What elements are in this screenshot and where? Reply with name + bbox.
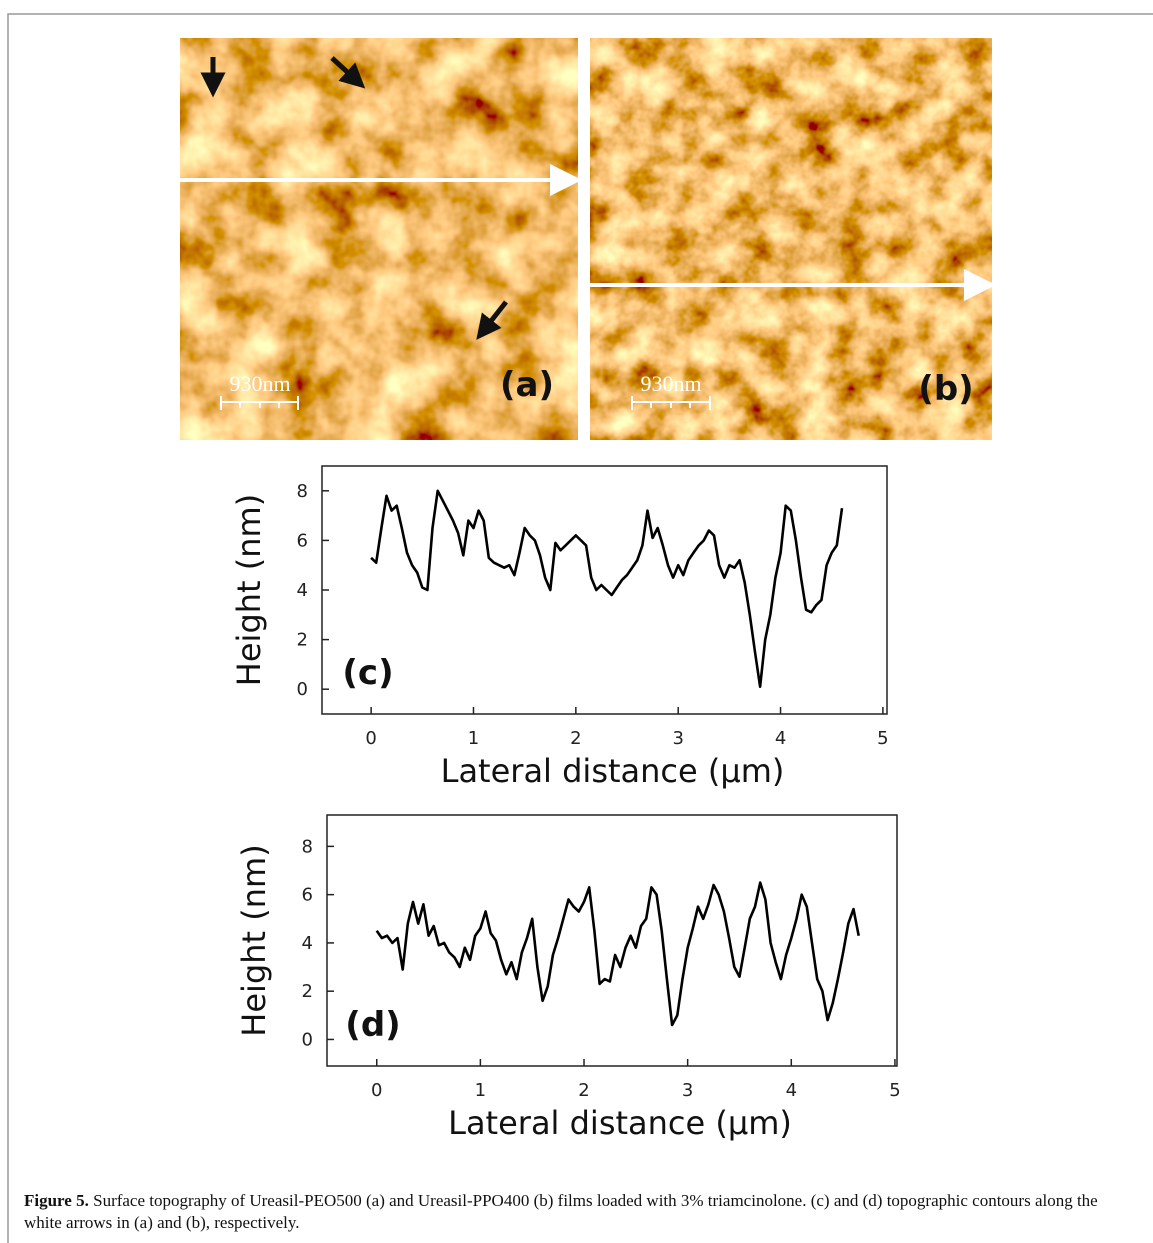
y-tick-label: 2 [302, 981, 313, 1002]
x-tick-label: 5 [877, 728, 888, 749]
caption-text: Surface topography of Ureasil-PEO500 (a)… [24, 1191, 1098, 1232]
pointer-arrow [476, 300, 508, 340]
afm-image-b: 930nm (b) [590, 38, 996, 440]
x-axis-label: Lateral distance (μm) [448, 1104, 792, 1142]
x-axis-label: Lateral distance (μm) [441, 752, 785, 790]
panel-label: (a) [500, 365, 554, 405]
profile-line [370, 489, 844, 688]
afm-texture [180, 38, 578, 440]
y-tick-label: 6 [297, 530, 308, 551]
chart: 0 1 2 3 4 5 0 2 4 6 8 Lateral distance (μm) Height (… [235, 814, 901, 1142]
x-tick-label: 2 [578, 1080, 589, 1101]
x-tick-label: 3 [672, 728, 683, 749]
y-axis-label: Height (nm) [230, 494, 268, 686]
y-tick-label: 0 [302, 1029, 313, 1050]
profile-line [375, 881, 860, 1027]
y-tick-label: 4 [302, 933, 313, 954]
afm-texture [590, 38, 992, 440]
caption: Figure 5. Surface topography of Ureasil-… [24, 1190, 1124, 1234]
frame [7, 13, 1153, 1243]
chart: 0 1 2 3 4 5 0 2 4 6 8 Lateral distance (μm) Height (… [230, 465, 889, 790]
x-tick-label: 0 [365, 728, 376, 749]
y-tick-label: 2 [297, 630, 308, 651]
x-tick-label: 1 [468, 728, 479, 749]
panel-label: (b) [918, 369, 973, 409]
scale-bar-label: 930nm [640, 371, 701, 396]
scale-bar [631, 396, 711, 410]
x-tick-label: 0 [371, 1080, 382, 1101]
afm-image-a: 930nm (a) [180, 38, 582, 440]
x-tick-label: 2 [570, 728, 581, 749]
x-tick-label: 5 [889, 1080, 900, 1101]
x-tick-label: 1 [475, 1080, 486, 1101]
y-tick-label: 0 [297, 679, 308, 700]
x-tick-label: 4 [775, 728, 786, 749]
x-tick-label: 3 [682, 1080, 693, 1101]
panel-label: (c) [342, 653, 393, 693]
panel-label: (d) [345, 1005, 400, 1045]
scale-bar-label: 930nm [229, 371, 290, 396]
plot-frame [326, 814, 898, 1067]
y-tick-label: 6 [302, 885, 313, 906]
y-tick-label: 4 [297, 580, 308, 601]
scale-bar [220, 396, 299, 410]
x-tick-label: 4 [786, 1080, 797, 1101]
pointer-arrow [330, 56, 366, 89]
y-axis-label: Height (nm) [235, 844, 273, 1036]
y-tick-label: 8 [297, 481, 308, 502]
y-tick-label: 8 [302, 836, 313, 857]
caption-label: Figure 5. [24, 1191, 89, 1210]
